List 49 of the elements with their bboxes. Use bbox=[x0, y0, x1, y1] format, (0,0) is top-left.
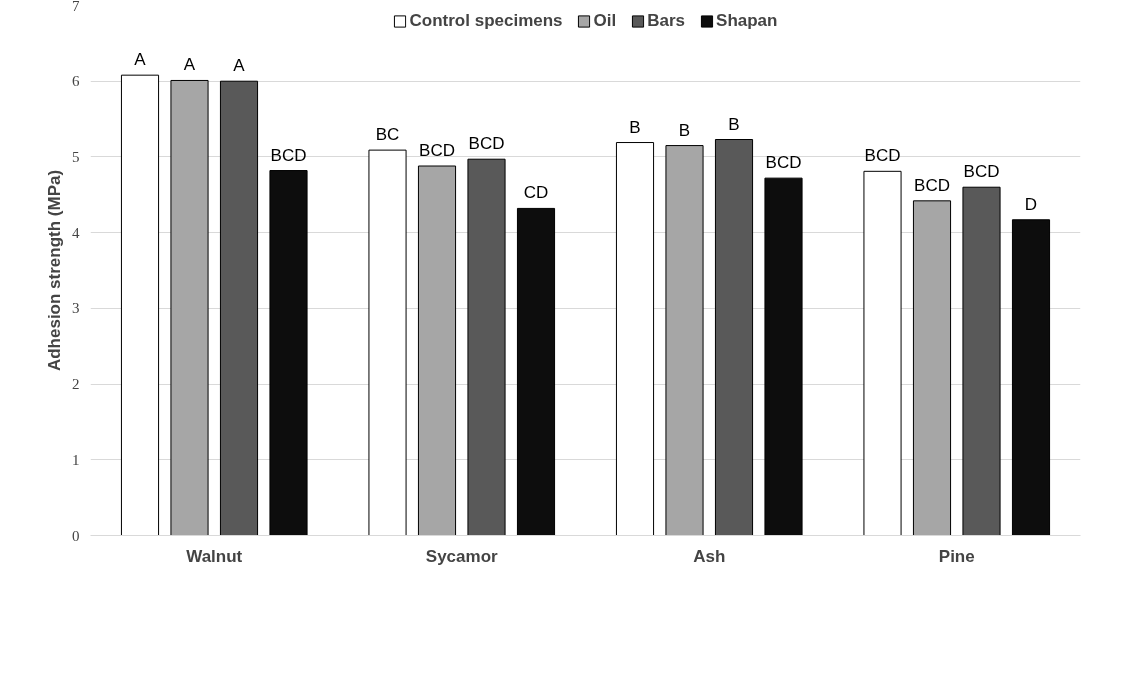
y-tick-label: 6 bbox=[72, 73, 80, 90]
legend-label: Oil bbox=[593, 11, 617, 31]
y-tick-label: 7 bbox=[72, 0, 80, 14]
data-label: B bbox=[629, 117, 641, 137]
data-label: BCD bbox=[864, 146, 901, 166]
bar bbox=[615, 142, 655, 536]
bar bbox=[912, 200, 952, 536]
legend-label: Control specimens bbox=[409, 11, 563, 31]
bar bbox=[714, 139, 754, 536]
bar bbox=[764, 177, 803, 536]
y-tick-label: 4 bbox=[72, 224, 80, 241]
bar bbox=[269, 170, 308, 536]
data-label: B bbox=[678, 120, 691, 140]
data-label: CD bbox=[523, 183, 549, 203]
data-label: A bbox=[134, 50, 147, 70]
bar bbox=[665, 145, 704, 536]
data-label: A bbox=[183, 55, 196, 75]
data-label: B bbox=[728, 114, 740, 134]
bar bbox=[863, 170, 902, 536]
bar bbox=[368, 149, 407, 536]
bar bbox=[1011, 219, 1051, 536]
y-axis-title: Adhesion strength (MPa) bbox=[45, 169, 64, 372]
bar bbox=[516, 207, 556, 536]
y-tick-label: 5 bbox=[72, 148, 80, 165]
data-label: BC bbox=[375, 125, 400, 145]
legend-label: Shapan bbox=[716, 11, 778, 31]
data-label: BCD bbox=[765, 153, 802, 173]
data-label: A bbox=[233, 56, 246, 76]
bar bbox=[219, 80, 259, 536]
bar bbox=[120, 74, 160, 536]
y-tick-label: 3 bbox=[72, 300, 80, 317]
bar bbox=[467, 158, 506, 536]
bar bbox=[962, 186, 1001, 536]
data-label: BCD bbox=[914, 175, 950, 195]
y-tick-label: 0 bbox=[72, 527, 80, 544]
x-tick-label: Pine bbox=[938, 546, 975, 566]
y-tick-label: 2 bbox=[72, 376, 80, 393]
data-label: D bbox=[1024, 194, 1038, 214]
x-tick-label: Walnut bbox=[186, 546, 243, 566]
legend-label: Bars bbox=[647, 11, 686, 31]
bar bbox=[417, 165, 457, 536]
x-tick-label: Sycamor bbox=[425, 546, 499, 566]
data-label: BCD bbox=[963, 162, 1000, 182]
data-label: BCD bbox=[419, 141, 455, 161]
y-tick-label: 1 bbox=[72, 451, 80, 468]
x-tick-label: Ash bbox=[693, 546, 726, 566]
data-label: BCD bbox=[270, 145, 307, 165]
data-label: BCD bbox=[468, 134, 505, 154]
bar bbox=[170, 79, 209, 536]
